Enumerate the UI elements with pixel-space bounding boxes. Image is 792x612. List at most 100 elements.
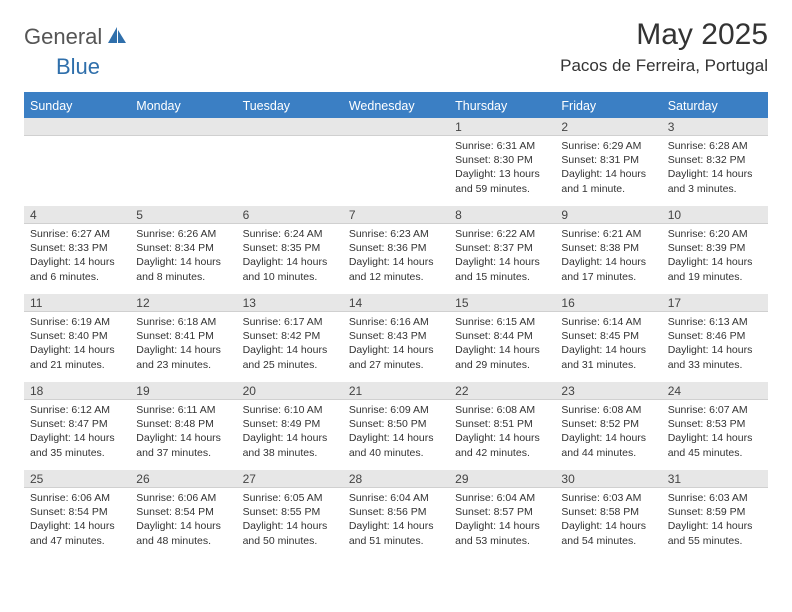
sunset-text: Sunset: 8:44 PM: [455, 329, 549, 343]
day-number: 9: [555, 206, 661, 224]
day-number: 16: [555, 294, 661, 312]
sunrise-text: Sunrise: 6:10 AM: [243, 403, 337, 417]
day-number: 17: [662, 294, 768, 312]
day-body: Sunrise: 6:15 AMSunset: 8:44 PMDaylight:…: [449, 312, 555, 376]
sunrise-text: Sunrise: 6:07 AM: [668, 403, 762, 417]
day-body: Sunrise: 6:06 AMSunset: 8:54 PMDaylight:…: [130, 488, 236, 552]
sunset-text: Sunset: 8:33 PM: [30, 241, 124, 255]
day-body: Sunrise: 6:03 AMSunset: 8:59 PMDaylight:…: [662, 488, 768, 552]
day-cell: 2Sunrise: 6:29 AMSunset: 8:31 PMDaylight…: [555, 118, 661, 206]
sunset-text: Sunset: 8:31 PM: [561, 153, 655, 167]
day-body: Sunrise: 6:09 AMSunset: 8:50 PMDaylight:…: [343, 400, 449, 464]
day-number: 25: [24, 470, 130, 488]
day-body: Sunrise: 6:11 AMSunset: 8:48 PMDaylight:…: [130, 400, 236, 464]
day-body: Sunrise: 6:24 AMSunset: 8:35 PMDaylight:…: [237, 224, 343, 288]
day-number: 10: [662, 206, 768, 224]
day-cell: 12Sunrise: 6:18 AMSunset: 8:41 PMDayligh…: [130, 294, 236, 382]
daylight-text: Daylight: 14 hours and 21 minutes.: [30, 343, 124, 371]
week-row: 18Sunrise: 6:12 AMSunset: 8:47 PMDayligh…: [24, 382, 768, 470]
day-number: 30: [555, 470, 661, 488]
daylight-text: Daylight: 14 hours and 23 minutes.: [136, 343, 230, 371]
day-number: 11: [24, 294, 130, 312]
daylight-text: Daylight: 14 hours and 25 minutes.: [243, 343, 337, 371]
sunset-text: Sunset: 8:48 PM: [136, 417, 230, 431]
weekday-header: Monday: [130, 94, 236, 118]
daylight-text: Daylight: 14 hours and 38 minutes.: [243, 431, 337, 459]
day-cell: 21Sunrise: 6:09 AMSunset: 8:50 PMDayligh…: [343, 382, 449, 470]
sunrise-text: Sunrise: 6:21 AM: [561, 227, 655, 241]
sunrise-text: Sunrise: 6:14 AM: [561, 315, 655, 329]
day-cell: 11 Sunrise: 6:19 AMSunset: 8:40 PMDayligh…: [24, 294, 130, 382]
sunset-text: Sunset: 8:54 PM: [30, 505, 124, 519]
sunrise-text: Sunrise: 6:31 AM: [455, 139, 549, 153]
daylight-text: Daylight: 14 hours and 19 minutes.: [668, 255, 762, 283]
day-cell: 30Sunrise: 6:03 AMSunset: 8:58 PMDayligh…: [555, 470, 661, 558]
logo-text-blue: Blue: [56, 54, 100, 79]
day-body: [343, 136, 449, 143]
sunrise-text: Sunrise: 6:17 AM: [243, 315, 337, 329]
sunset-text: Sunset: 8:34 PM: [136, 241, 230, 255]
day-number: 12: [130, 294, 236, 312]
day-number: [130, 118, 236, 136]
week-row: 11Sunrise: 6:19 AMSunset: 8:40 PMDayligh…: [24, 294, 768, 382]
day-body: [237, 136, 343, 143]
day-cell: 26Sunrise: 6:06 AMSunset: 8:54 PMDayligh…: [130, 470, 236, 558]
sunset-text: Sunset: 8:43 PM: [349, 329, 443, 343]
weekday-header: Saturday: [662, 94, 768, 118]
day-number: 18: [24, 382, 130, 400]
day-body: Sunrise: 6:13 AMSunset: 8:46 PMDaylight:…: [662, 312, 768, 376]
sunset-text: Sunset: 8:45 PM: [561, 329, 655, 343]
day-cell: 15Sunrise: 6:15 AMSunset: 8:44 PMDayligh…: [449, 294, 555, 382]
day-cell: 28Sunrise: 6:04 AMSunset: 8:56 PMDayligh…: [343, 470, 449, 558]
day-body: Sunrise: 6:14 AMSunset: 8:45 PMDaylight:…: [555, 312, 661, 376]
day-number: 24: [662, 382, 768, 400]
day-cell: 19Sunrise: 6:11 AMSunset: 8:48 PMDayligh…: [130, 382, 236, 470]
day-number: 8: [449, 206, 555, 224]
week-row: 4Sunrise: 6:27 AMSunset: 8:33 PMDaylight…: [24, 206, 768, 294]
sunrise-text: Sunrise: 6:16 AM: [349, 315, 443, 329]
calendar: Sunday Monday Tuesday Wednesday Thursday…: [24, 92, 768, 558]
sunset-text: Sunset: 8:56 PM: [349, 505, 443, 519]
day-cell: 18Sunrise: 6:12 AMSunset: 8:47 PMDayligh…: [24, 382, 130, 470]
day-number: 26: [130, 470, 236, 488]
day-body: Sunrise: 6:16 AMSunset: 8:43 PMDaylight:…: [343, 312, 449, 376]
daylight-text: Daylight: 14 hours and 6 minutes.: [30, 255, 124, 283]
day-body: Sunrise: 6:27 AMSunset: 8:33 PMDaylight:…: [24, 224, 130, 288]
weekday-header-row: Sunday Monday Tuesday Wednesday Thursday…: [24, 94, 768, 118]
daylight-text: Daylight: 14 hours and 1 minute.: [561, 167, 655, 195]
week-row: 25Sunrise: 6:06 AMSunset: 8:54 PMDayligh…: [24, 470, 768, 558]
logo-text-general: General: [24, 24, 102, 50]
daylight-text: Daylight: 14 hours and 45 minutes.: [668, 431, 762, 459]
day-cell: 17Sunrise: 6:13 AMSunset: 8:46 PMDayligh…: [662, 294, 768, 382]
sunset-text: Sunset: 8:39 PM: [668, 241, 762, 255]
sunset-text: Sunset: 8:52 PM: [561, 417, 655, 431]
day-cell: 3Sunrise: 6:28 AMSunset: 8:32 PMDaylight…: [662, 118, 768, 206]
sunrise-text: Sunrise: 6:19 AM: [30, 315, 124, 329]
title-block: May 2025 Pacos de Ferreira, Portugal: [560, 18, 768, 76]
daylight-text: Daylight: 14 hours and 27 minutes.: [349, 343, 443, 371]
daylight-text: Daylight: 14 hours and 47 minutes.: [30, 519, 124, 547]
sunrise-text: Sunrise: 6:22 AM: [455, 227, 549, 241]
sunset-text: Sunset: 8:46 PM: [668, 329, 762, 343]
day-number: 5: [130, 206, 236, 224]
sunset-text: Sunset: 8:57 PM: [455, 505, 549, 519]
location-text: Pacos de Ferreira, Portugal: [560, 56, 768, 76]
sunset-text: Sunset: 8:35 PM: [243, 241, 337, 255]
weekday-header: Thursday: [449, 94, 555, 118]
day-number: [237, 118, 343, 136]
daylight-text: Daylight: 14 hours and 51 minutes.: [349, 519, 443, 547]
sunset-text: Sunset: 8:40 PM: [30, 329, 124, 343]
daylight-text: Daylight: 14 hours and 44 minutes.: [561, 431, 655, 459]
day-body: Sunrise: 6:07 AMSunset: 8:53 PMDaylight:…: [662, 400, 768, 464]
day-number: 13: [237, 294, 343, 312]
sunrise-text: Sunrise: 6:13 AM: [668, 315, 762, 329]
daylight-text: Daylight: 13 hours and 59 minutes.: [455, 167, 549, 195]
day-number: [343, 118, 449, 136]
day-number: 31: [662, 470, 768, 488]
day-number: 22: [449, 382, 555, 400]
sunset-text: Sunset: 8:50 PM: [349, 417, 443, 431]
sunrise-text: Sunrise: 6:28 AM: [668, 139, 762, 153]
month-title: May 2025: [560, 18, 768, 52]
sunset-text: Sunset: 8:59 PM: [668, 505, 762, 519]
day-cell: 9Sunrise: 6:21 AMSunset: 8:38 PMDaylight…: [555, 206, 661, 294]
